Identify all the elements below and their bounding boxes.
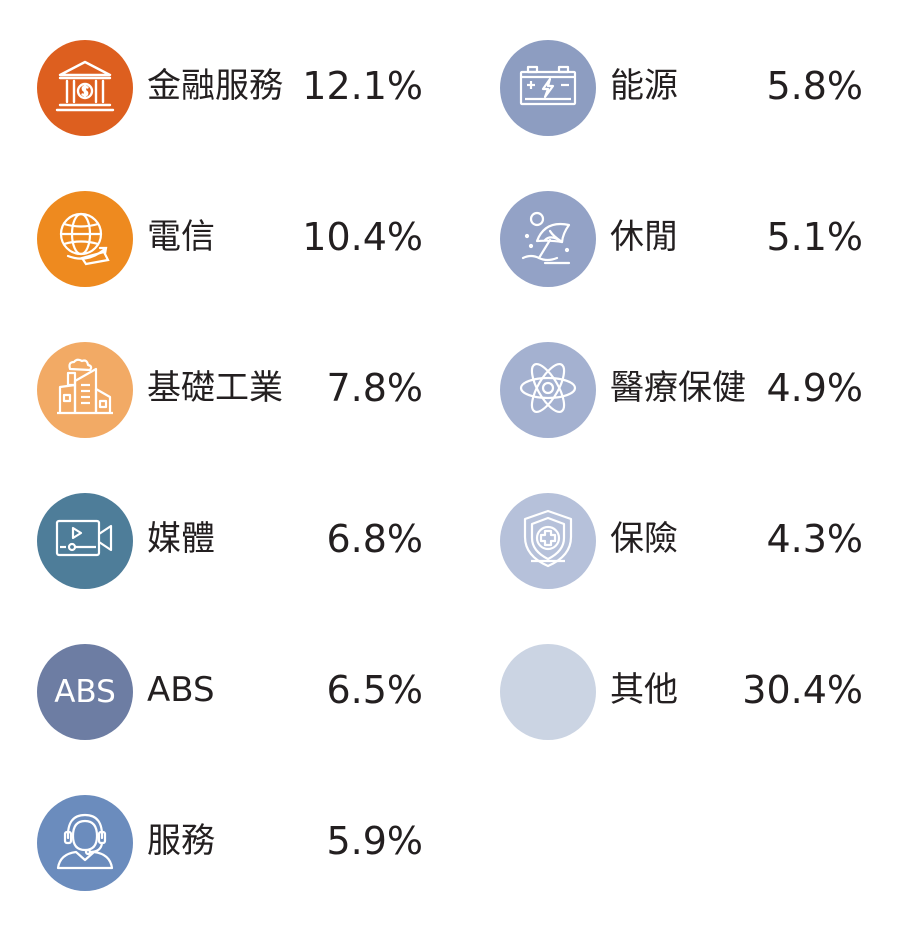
- headset-user-icon: [54, 810, 116, 876]
- legend-value: 5.8%: [766, 64, 863, 108]
- legend-color-swatch: [500, 493, 596, 589]
- legend-value: 12.1%: [302, 64, 423, 108]
- legend-value: 30.4%: [742, 668, 863, 712]
- legend-item-services: 服務 5.9%: [37, 795, 423, 891]
- legend-value: 6.5%: [326, 668, 423, 712]
- legend-value: 6.8%: [326, 517, 423, 561]
- legend-item-financial-services: 金融服務 12.1%: [37, 40, 423, 136]
- abs-text-icon: ABS: [54, 674, 116, 710]
- legend-label: 電信: [147, 217, 215, 257]
- legend-value: 5.9%: [326, 819, 423, 863]
- legend-color-swatch: [37, 795, 133, 891]
- legend-value: 4.9%: [766, 366, 863, 410]
- shield-cross-icon: [517, 508, 579, 574]
- factory-icon: [54, 357, 116, 423]
- legend-item-healthcare: 醫療保健 4.9%: [500, 342, 863, 438]
- legend-label: 醫療保健: [610, 368, 746, 408]
- legend-label: ABS: [147, 670, 215, 710]
- legend-item-other: 其他 30.4%: [500, 644, 863, 740]
- legend-label: 金融服務: [147, 66, 283, 106]
- legend-color-swatch: [37, 40, 133, 136]
- legend-color-swatch: [37, 342, 133, 438]
- atom-icon: [517, 357, 579, 423]
- legend-item-telecom: 電信 10.4%: [37, 191, 423, 287]
- legend-color-swatch: [500, 342, 596, 438]
- legend-item-insurance: 保險 4.3%: [500, 493, 863, 589]
- legend-color-swatch: ABS: [37, 644, 133, 740]
- legend-color-swatch: [37, 191, 133, 287]
- legend-color-swatch: [37, 493, 133, 589]
- beach-umbrella-icon: [517, 206, 579, 272]
- legend-label: 休閒: [610, 217, 678, 257]
- legend-item-media: 媒體 6.8%: [37, 493, 423, 589]
- legend-label: 基礎工業: [147, 368, 283, 408]
- legend-color-swatch: [500, 191, 596, 287]
- legend-value: 7.8%: [326, 366, 423, 410]
- battery-icon: [517, 55, 579, 121]
- legend-item-leisure: 休閒 5.1%: [500, 191, 863, 287]
- legend-value: 4.3%: [766, 517, 863, 561]
- legend-value: 10.4%: [302, 215, 423, 259]
- legend-color-swatch: [500, 644, 596, 740]
- legend-label: 媒體: [147, 519, 215, 559]
- bank-icon: [54, 55, 116, 121]
- legend-color-swatch: [500, 40, 596, 136]
- globe-icon: [54, 206, 116, 272]
- legend-label: 其他: [610, 670, 678, 710]
- legend-label: 服務: [147, 821, 215, 861]
- video-camera-icon: [54, 508, 116, 574]
- legend-item-energy: 能源 5.8%: [500, 40, 863, 136]
- legend-label: 能源: [610, 66, 678, 106]
- legend-value: 5.1%: [766, 215, 863, 259]
- legend-item-abs: ABS ABS 6.5%: [37, 644, 423, 740]
- legend-label: 保險: [610, 519, 678, 559]
- legend-item-basic-industry: 基礎工業 7.8%: [37, 342, 423, 438]
